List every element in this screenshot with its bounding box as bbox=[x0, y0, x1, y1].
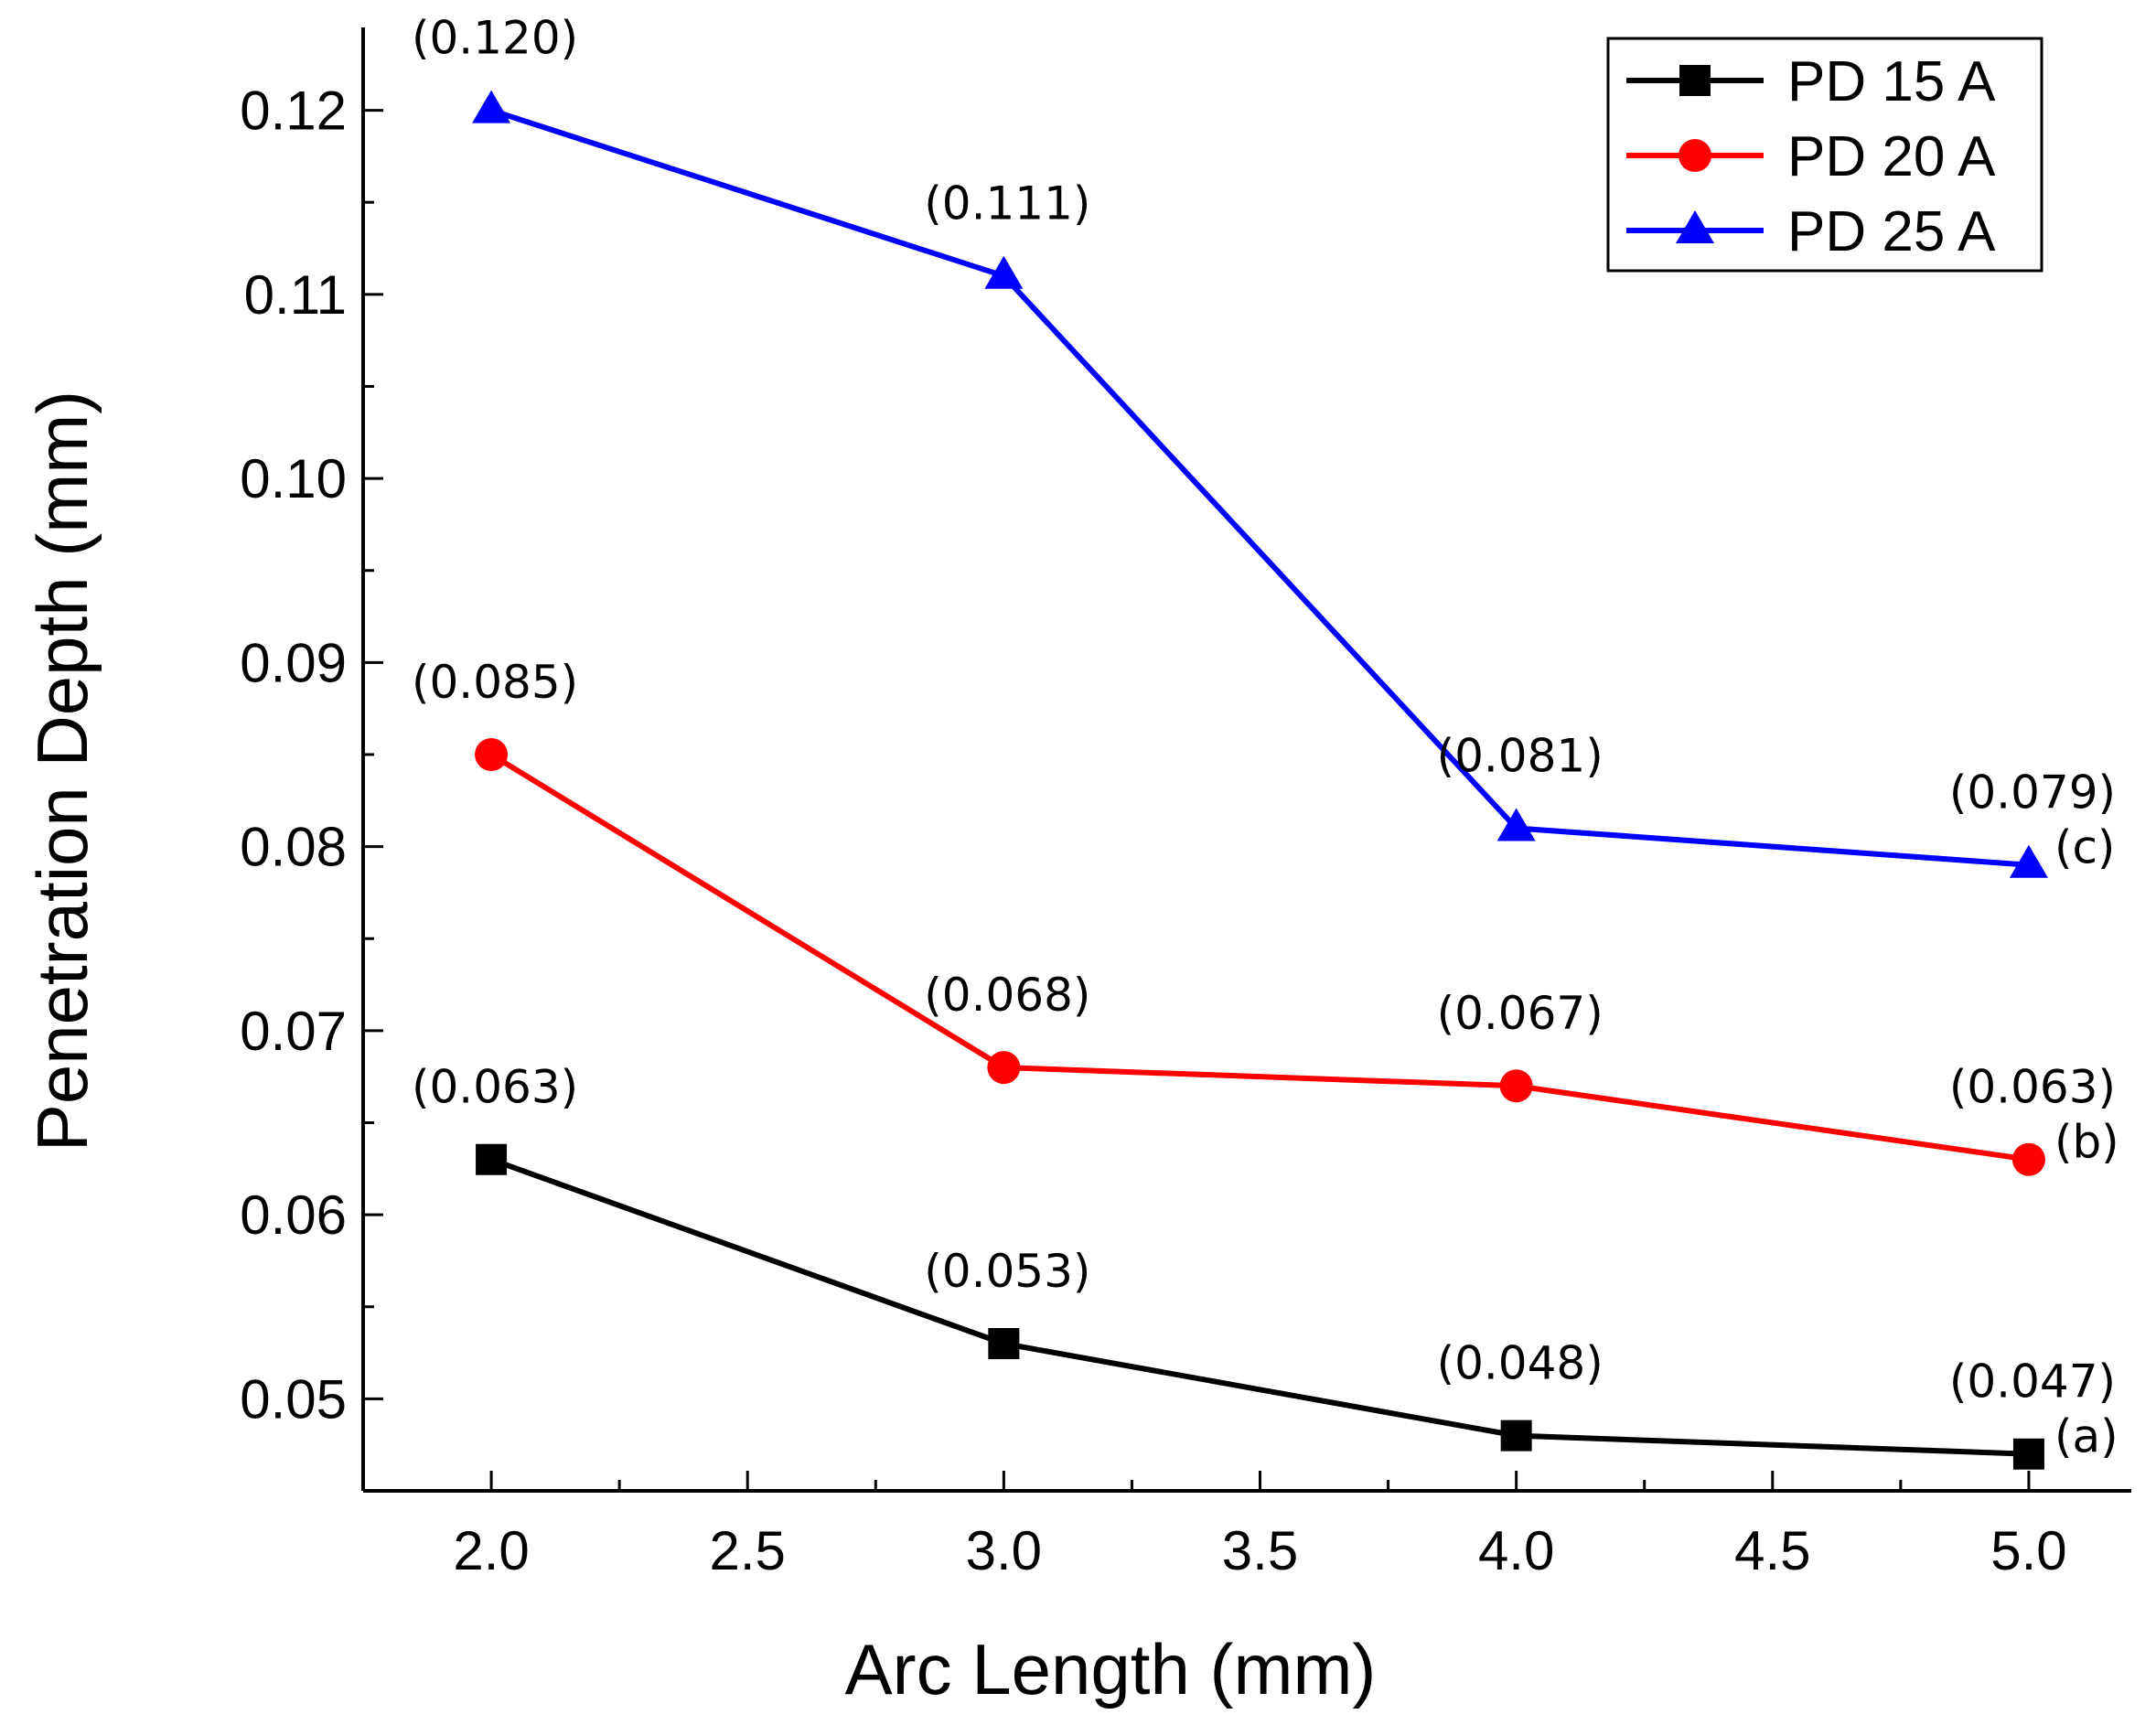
legend-item: PD 20 A bbox=[1626, 125, 1996, 188]
y-tick-label: 0.12 bbox=[240, 80, 347, 142]
series-pd-25-a bbox=[472, 90, 2048, 878]
legend-item: PD 25 A bbox=[1626, 200, 1996, 263]
y-tick-label: 0.10 bbox=[240, 448, 347, 509]
data-point bbox=[1500, 1420, 1532, 1452]
legend-item: PD 15 A bbox=[1626, 50, 1996, 113]
series-line bbox=[490, 1156, 2030, 1457]
legend-label: PD 20 A bbox=[1787, 125, 1996, 188]
data-label: (0.053) bbox=[924, 1245, 1090, 1298]
x-tick-label: 4.0 bbox=[1478, 1520, 1554, 1581]
data-labels: (0.063) (0.053) (0.048) (0.047)(a) (0.085) (0… bbox=[412, 12, 2119, 1463]
legend-marker bbox=[1679, 65, 1711, 96]
data-label: (0.048) bbox=[1437, 1337, 1604, 1390]
y-tick-label: 0.09 bbox=[240, 632, 347, 693]
x-tick-label: 3.0 bbox=[966, 1520, 1042, 1581]
data-point bbox=[476, 1143, 508, 1175]
data-label: (0.068) bbox=[924, 969, 1090, 1022]
y-tick-label: 0.05 bbox=[240, 1368, 347, 1430]
series-end-annotation: (c) bbox=[2054, 821, 2116, 874]
data-point bbox=[2011, 1142, 2045, 1176]
legend-label: PD 25 A bbox=[1787, 200, 1996, 263]
legend-marker bbox=[1679, 139, 1711, 172]
legend-marker bbox=[1676, 210, 1714, 243]
data-label: (0.079) bbox=[1949, 766, 2116, 820]
legend-label: PD 15 A bbox=[1787, 50, 1996, 113]
data-label: (0.063) bbox=[1949, 1061, 2116, 1114]
series-end-annotation: (b) bbox=[2054, 1116, 2119, 1169]
x-axis-title: Arc Length (mm) bbox=[845, 1629, 1377, 1709]
data-label: (0.047) bbox=[1949, 1355, 2116, 1409]
y-axis-title: Penetration Depth (mm) bbox=[22, 391, 102, 1152]
x-tick-label: 2.0 bbox=[453, 1520, 529, 1581]
series-pd-15-a bbox=[476, 1143, 2044, 1470]
data-label: (0.111) bbox=[924, 177, 1090, 230]
data-point bbox=[987, 1051, 1021, 1085]
x-tick-label: 3.5 bbox=[1222, 1520, 1298, 1581]
data-point bbox=[2012, 1438, 2044, 1470]
data-point bbox=[984, 255, 1024, 289]
x-tick-label: 4.5 bbox=[1734, 1520, 1810, 1581]
data-point bbox=[988, 1327, 1020, 1359]
data-point bbox=[1499, 1069, 1533, 1103]
legend: PD 15 A PD 20 A PD 25 A bbox=[1606, 37, 2043, 273]
x-tick-label: 2.5 bbox=[710, 1520, 786, 1581]
data-point bbox=[472, 90, 511, 123]
y-tick-label: 0.07 bbox=[240, 1001, 347, 1062]
y-tick-label: 0.08 bbox=[240, 817, 347, 878]
y-tick-label: 0.06 bbox=[240, 1184, 347, 1246]
data-point bbox=[475, 737, 509, 771]
series-line bbox=[489, 752, 2030, 1162]
data-label: (0.067) bbox=[1437, 987, 1604, 1040]
data-point bbox=[2009, 844, 2048, 878]
data-point bbox=[1496, 808, 1536, 841]
series-layer bbox=[472, 90, 2048, 1470]
x-tick-label: 5.0 bbox=[1990, 1520, 2066, 1581]
data-label: (0.081) bbox=[1437, 729, 1604, 782]
series-end-annotation: (a) bbox=[2054, 1410, 2118, 1463]
axes: 0.05 0.06 0.07 0.08 0.09 0.10 0.11 0.12 2.0 2.5 3.… bbox=[240, 27, 2131, 1581]
data-label: (0.085) bbox=[412, 656, 578, 709]
series-line bbox=[490, 107, 2030, 868]
y-tick-label: 0.11 bbox=[244, 264, 347, 326]
data-label: (0.120) bbox=[412, 12, 578, 65]
series-pd-20-a bbox=[475, 737, 2045, 1176]
data-label: (0.063) bbox=[412, 1061, 578, 1114]
